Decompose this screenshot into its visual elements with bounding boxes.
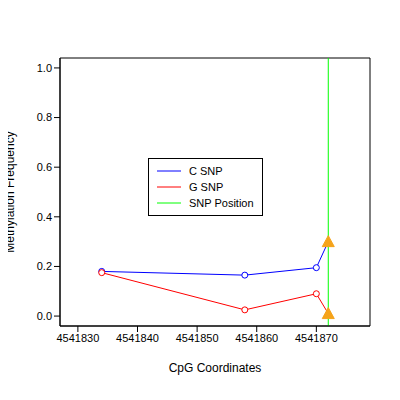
html-text:SNP Position: SNP Position — [189, 197, 254, 209]
html-text:C SNP: C SNP — [189, 165, 223, 177]
svg-text:CpG Coordinates: CpG Coordinates — [169, 361, 262, 375]
svg-text:1.0: 1.0 — [37, 62, 52, 74]
svg-text:0.0: 0.0 — [37, 310, 52, 322]
svg-text:4541860: 4541860 — [235, 332, 278, 344]
svg-text:4541850: 4541850 — [176, 332, 219, 344]
svg-text:4541870: 4541870 — [295, 332, 338, 344]
svg-text:4541840: 4541840 — [116, 332, 159, 344]
svg-text:0.8: 0.8 — [37, 111, 52, 123]
svg-text:0.4: 0.4 — [37, 211, 52, 223]
svg-text:0.6: 0.6 — [37, 161, 52, 173]
svg-text:Methylation Frequency: Methylation Frequency — [8, 131, 17, 252]
svg-text:4541830: 4541830 — [56, 332, 99, 344]
svg-text:0.2: 0.2 — [37, 260, 52, 272]
html-text:G SNP: G SNP — [189, 181, 224, 193]
